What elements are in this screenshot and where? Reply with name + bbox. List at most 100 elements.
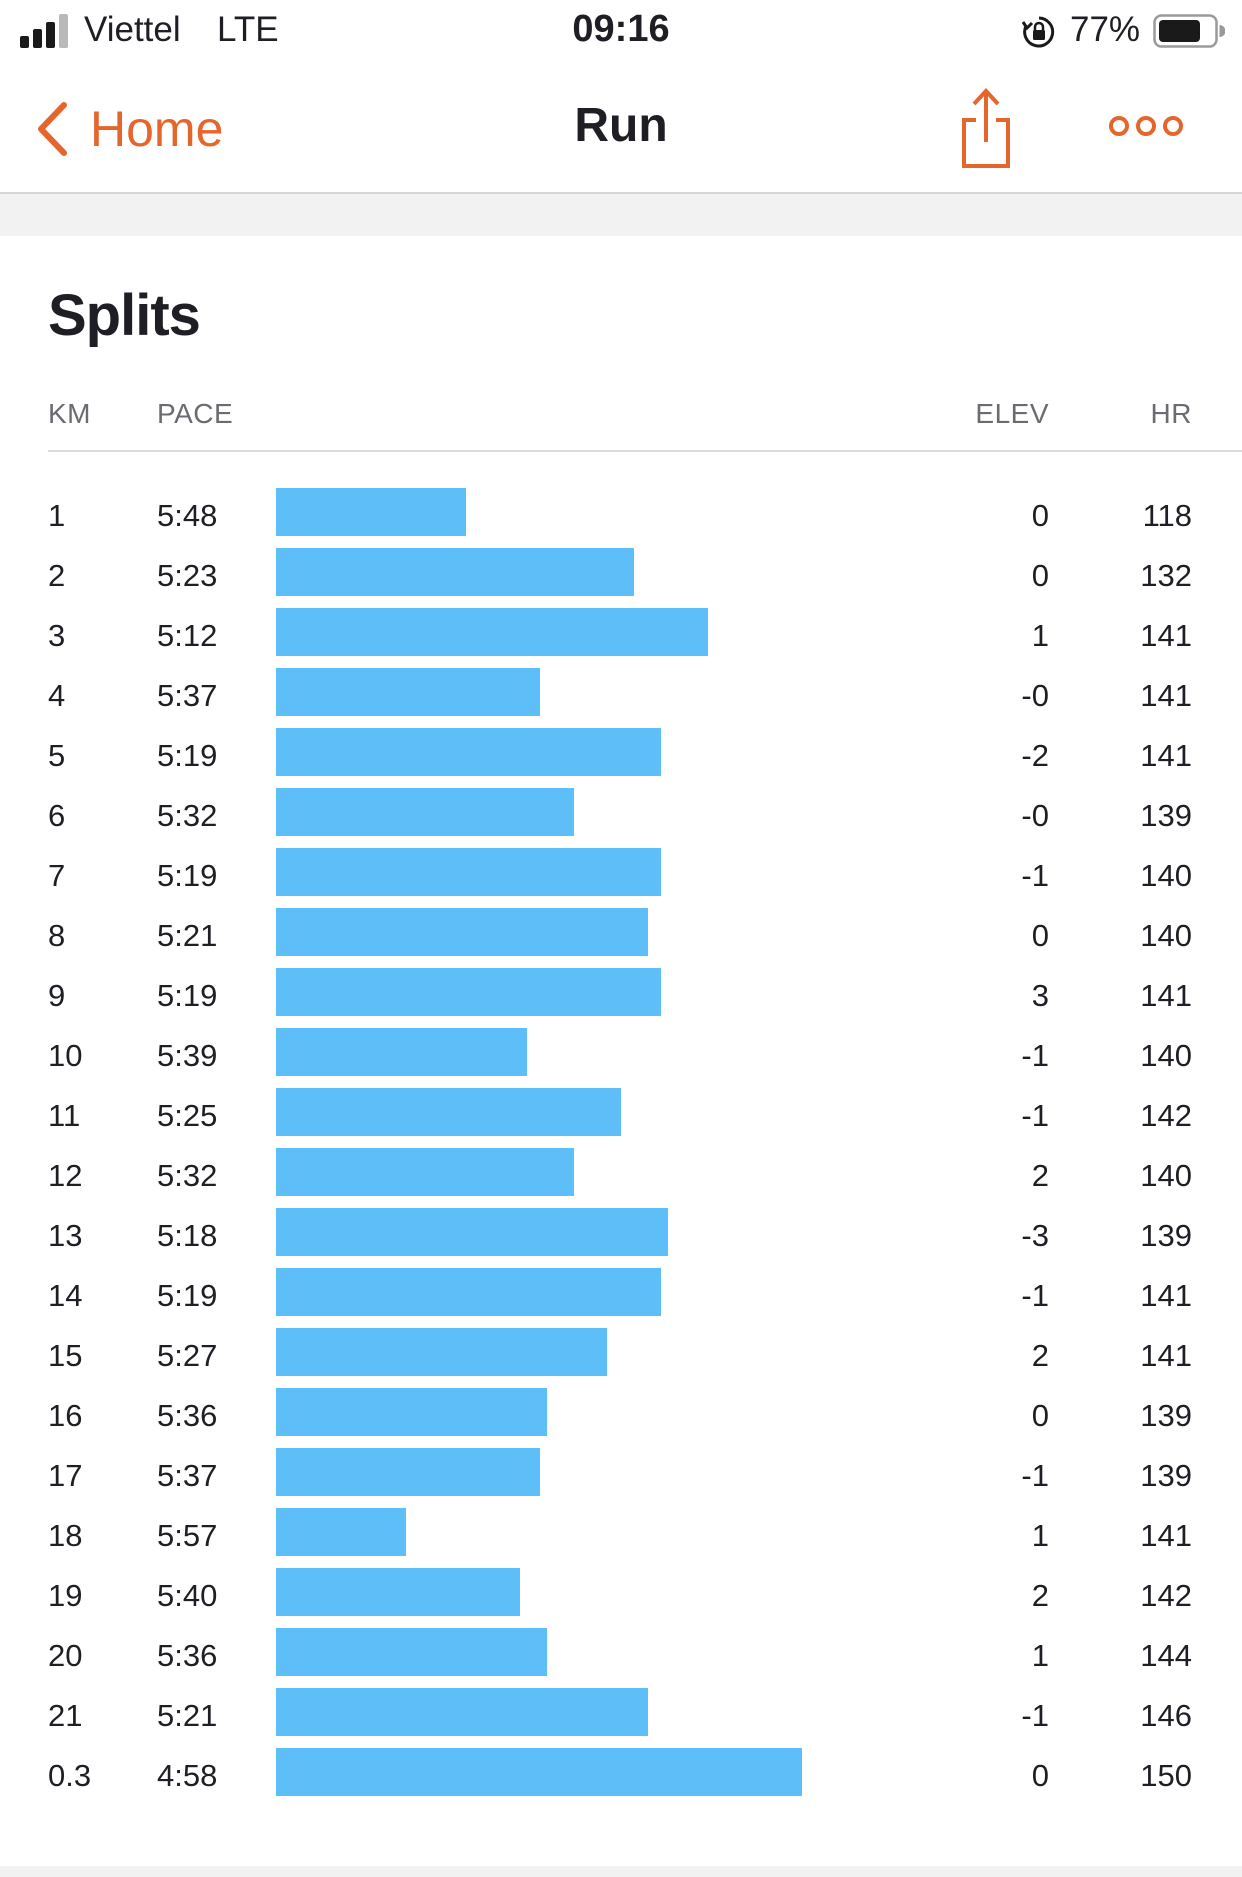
split-hr: 141 <box>1140 678 1192 713</box>
split-pace: 5:21 <box>157 1698 218 1733</box>
split-row: 11 5:25 -1 142 <box>0 1088 1242 1148</box>
pace-bar <box>276 488 466 536</box>
split-hr: 140 <box>1140 1038 1192 1073</box>
page-title: Run <box>574 99 668 152</box>
battery-icon <box>1153 14 1225 48</box>
split-pace: 5:12 <box>157 618 218 653</box>
split-km: 15 <box>48 1338 83 1373</box>
column-header-km: KM <box>48 398 91 429</box>
pace-bar <box>276 1748 802 1796</box>
split-elev: 3 <box>1031 978 1049 1013</box>
pace-bar <box>276 1208 668 1256</box>
split-row: 5 5:19 -2 141 <box>0 728 1242 788</box>
split-hr: 139 <box>1140 1458 1192 1493</box>
rotation-lock-icon <box>1022 16 1055 48</box>
split-km: 16 <box>48 1398 83 1433</box>
split-pace: 5:57 <box>157 1518 218 1553</box>
split-km: 21 <box>48 1698 83 1733</box>
column-header-pace: PACE <box>157 398 234 429</box>
split-km: 1 <box>48 498 66 533</box>
split-km: 19 <box>48 1578 83 1613</box>
split-pace: 5:36 <box>157 1638 218 1673</box>
splits-table: 1 5:48 0 118 2 5:23 0 132 3 5:12 1 141 4 5:37 -0 141 5 5:… <box>0 488 1242 1808</box>
split-pace: 5:21 <box>157 918 218 953</box>
section-title: Splits <box>48 283 201 348</box>
split-km: 2 <box>48 558 66 593</box>
split-row: 6 5:32 -0 139 <box>0 788 1242 848</box>
split-elev: 0 <box>1031 558 1049 593</box>
pace-bar <box>276 1148 574 1196</box>
pace-bar <box>276 1268 661 1316</box>
split-km: 10 <box>48 1038 83 1073</box>
split-pace: 5:19 <box>157 978 218 1013</box>
split-pace: 5:39 <box>157 1038 218 1073</box>
split-row: 20 5:36 1 144 <box>0 1628 1242 1688</box>
split-elev: -3 <box>1021 1218 1049 1253</box>
pace-bar <box>276 848 661 896</box>
split-km: 7 <box>48 858 66 893</box>
back-button[interactable]: Home <box>32 94 223 164</box>
split-hr: 146 <box>1140 1698 1192 1733</box>
network-type: LTE <box>217 10 279 49</box>
pace-bar <box>276 668 540 716</box>
more-icon[interactable] <box>1108 108 1184 144</box>
pace-bar <box>276 1448 540 1496</box>
pace-bar <box>276 968 661 1016</box>
split-pace: 5:18 <box>157 1218 218 1253</box>
split-row: 13 5:18 -3 139 <box>0 1208 1242 1268</box>
split-elev: -1 <box>1021 1278 1049 1313</box>
split-elev: 0 <box>1031 1398 1049 1433</box>
split-hr: 139 <box>1140 1398 1192 1433</box>
pace-bar <box>276 908 648 956</box>
split-pace: 5:19 <box>157 858 218 893</box>
split-row: 1 5:48 0 118 <box>0 488 1242 548</box>
pace-bar <box>276 548 634 596</box>
pace-bar <box>276 788 574 836</box>
split-hr: 150 <box>1140 1758 1192 1793</box>
split-hr: 142 <box>1140 1098 1192 1133</box>
pace-bar <box>276 1388 547 1436</box>
split-pace: 4:58 <box>157 1758 218 1793</box>
split-row: 17 5:37 -1 139 <box>0 1448 1242 1508</box>
pace-bar <box>276 1628 547 1676</box>
split-elev: 1 <box>1031 618 1049 653</box>
split-elev: 2 <box>1031 1338 1049 1373</box>
status-time: 09:16 <box>572 8 670 50</box>
split-hr: 141 <box>1140 1278 1192 1313</box>
split-row: 15 5:27 2 141 <box>0 1328 1242 1388</box>
split-elev: -1 <box>1021 1698 1049 1733</box>
share-icon[interactable] <box>958 86 1014 170</box>
split-km: 4 <box>48 678 66 713</box>
pace-bar <box>276 1568 520 1616</box>
split-hr: 142 <box>1140 1578 1192 1613</box>
split-km: 9 <box>48 978 66 1013</box>
split-pace: 5:36 <box>157 1398 218 1433</box>
split-hr: 140 <box>1140 918 1192 953</box>
split-elev: 0 <box>1031 1758 1049 1793</box>
split-pace: 5:37 <box>157 1458 218 1493</box>
split-pace: 5:27 <box>157 1338 218 1373</box>
split-elev: -2 <box>1021 738 1049 773</box>
split-pace: 5:19 <box>157 738 218 773</box>
split-row: 3 5:12 1 141 <box>0 608 1242 668</box>
split-km: 14 <box>48 1278 83 1313</box>
column-header-hr: HR <box>1150 398 1192 429</box>
pace-bar <box>276 608 708 656</box>
split-hr: 139 <box>1140 798 1192 833</box>
split-hr: 141 <box>1140 738 1192 773</box>
signal-icon <box>20 14 72 48</box>
split-pace: 5:40 <box>157 1578 218 1613</box>
split-elev: 2 <box>1031 1578 1049 1613</box>
split-pace: 5:48 <box>157 498 218 533</box>
split-row: 4 5:37 -0 141 <box>0 668 1242 728</box>
split-km: 5 <box>48 738 66 773</box>
section-divider <box>0 194 1242 236</box>
split-hr: 132 <box>1140 558 1192 593</box>
split-elev: -1 <box>1021 1098 1049 1133</box>
split-row: 14 5:19 -1 141 <box>0 1268 1242 1328</box>
split-hr: 144 <box>1140 1638 1192 1673</box>
split-km: 11 <box>48 1098 81 1133</box>
split-elev: -1 <box>1021 1038 1049 1073</box>
split-km: 13 <box>48 1218 83 1253</box>
split-hr: 139 <box>1140 1218 1192 1253</box>
